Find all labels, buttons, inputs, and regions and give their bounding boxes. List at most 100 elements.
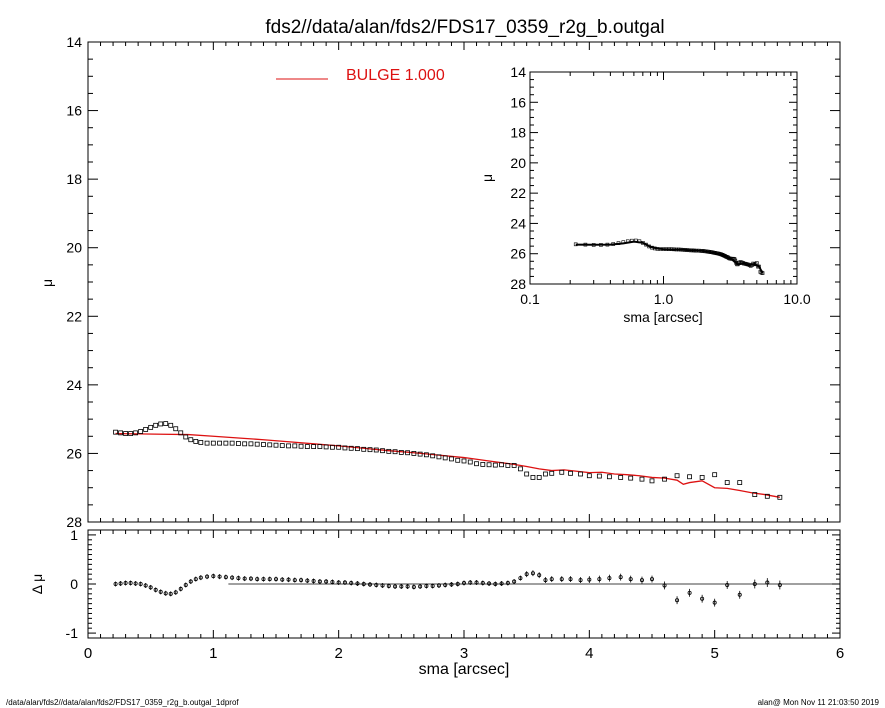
- inset-data-point: [685, 248, 689, 252]
- residual-data-point: [424, 583, 429, 588]
- main-data-point: [163, 421, 169, 427]
- main-data-point: [618, 475, 624, 480]
- residual-data-point: [468, 580, 473, 585]
- main-model-series: [115, 432, 780, 498]
- residual-data-point: [597, 577, 602, 582]
- main-y-tick-label: 16: [66, 103, 82, 119]
- main-panel: 14 16 18 20 22 24 26 28 μ BULGE 1.000: [39, 34, 841, 530]
- inset-data-point: [667, 247, 671, 251]
- main-y-axis-label: μ: [39, 279, 55, 287]
- residual-x-tick-label: 1: [209, 645, 217, 662]
- residual-data-point: [662, 583, 667, 588]
- main-data-point: [505, 463, 511, 468]
- main-data-point: [662, 476, 667, 482]
- inset-data-point: [573, 242, 578, 247]
- residual-data-point: [367, 582, 372, 587]
- residual-data-point: [138, 582, 143, 587]
- residual-data-point: [418, 584, 423, 589]
- main-data-point: [467, 459, 473, 465]
- main-data-point: [242, 441, 248, 447]
- main-data-point: [311, 444, 317, 449]
- main-data-point: [386, 448, 392, 454]
- main-data-point: [329, 444, 335, 450]
- residual-data-point: [607, 576, 612, 581]
- main-data-point: [229, 440, 235, 446]
- inset-y-axis-label: μ: [479, 174, 495, 182]
- residual-data-point: [128, 581, 133, 586]
- inset-data-point: [664, 247, 669, 251]
- residual-data-point: [305, 578, 310, 583]
- inset-data-point: [760, 271, 765, 275]
- inset-data-point: [616, 241, 621, 245]
- main-data-point: [153, 422, 159, 428]
- main-data-point: [764, 493, 770, 499]
- main-data-point: [158, 421, 164, 427]
- inset-data-point: [681, 247, 685, 252]
- inset-data-point: [637, 239, 642, 244]
- main-data-point: [674, 473, 680, 479]
- main-data-point: [492, 462, 498, 468]
- main-data-point: [273, 442, 279, 448]
- main-data-point: [217, 440, 223, 446]
- inset-data-point: [669, 247, 674, 251]
- main-data-point: [138, 429, 144, 434]
- residual-data-point: [725, 582, 730, 587]
- residual-data-point: [248, 576, 253, 581]
- inset-data-point: [757, 264, 761, 269]
- residual-data-point: [143, 583, 148, 588]
- main-data-point: [118, 430, 123, 436]
- residual-data-point: [163, 591, 168, 596]
- residual-data-point: [158, 589, 163, 594]
- main-data-point: [148, 424, 154, 430]
- inset-data-point: [733, 258, 738, 263]
- inset-data-point: [755, 261, 759, 265]
- residual-data-point: [255, 577, 260, 582]
- inset-data-point: [621, 240, 626, 245]
- residual-data-point: [765, 580, 770, 585]
- residual-x-tick-label: 3: [460, 645, 468, 662]
- inset-data-point: [676, 247, 681, 252]
- main-data-point: [606, 474, 612, 480]
- inset-data-point: [715, 251, 720, 256]
- main-y-tick-label: 28: [66, 514, 82, 530]
- main-data-point: [317, 444, 323, 449]
- inset-panel: 0.1 1.0 10.0 14 16 18 20 22 24 26 28 μ sma [arcsec…: [479, 64, 811, 325]
- residual-data-point: [628, 577, 633, 582]
- residual-data-point: [537, 573, 542, 578]
- inset-x-tick-label: 10.0: [783, 291, 810, 307]
- residual-data-point: [330, 580, 335, 585]
- residual-data-point: [524, 572, 529, 577]
- legend-label: BULGE 1.000: [346, 67, 445, 84]
- inset-data-point: [759, 270, 764, 275]
- residual-data-point: [687, 590, 692, 595]
- residual-data-point: [236, 576, 241, 581]
- main-y-tick-label: 14: [66, 34, 82, 50]
- residual-data-point: [455, 582, 460, 587]
- residual-data-point: [153, 587, 158, 592]
- main-data-point: [724, 480, 730, 485]
- residual-data-point: [355, 581, 360, 586]
- residual-data-point: [361, 582, 366, 587]
- main-data-point: [261, 442, 266, 447]
- main-data-point: [480, 461, 486, 467]
- residual-data-point: [549, 577, 554, 582]
- inset-data-point: [611, 242, 616, 246]
- inset-data-point: [672, 247, 676, 252]
- residual-x-tick-label: 6: [836, 645, 844, 662]
- inset-y-tick-label: 24: [510, 215, 526, 231]
- main-data-point: [392, 449, 398, 455]
- main-data-point: [380, 448, 385, 454]
- main-data-point: [455, 457, 461, 463]
- residual-data-point: [449, 582, 454, 587]
- main-model-line: [115, 432, 780, 498]
- main-data-point: [128, 431, 134, 436]
- main-data-point: [586, 473, 592, 479]
- main-data-point: [188, 437, 194, 443]
- main-y-tick-label: 20: [66, 240, 82, 256]
- inset-y-tick-label: 16: [510, 94, 526, 110]
- residual-data-point: [168, 591, 173, 596]
- main-data-point: [568, 470, 573, 476]
- main-data-point: [235, 441, 241, 446]
- main-data-point: [578, 471, 583, 477]
